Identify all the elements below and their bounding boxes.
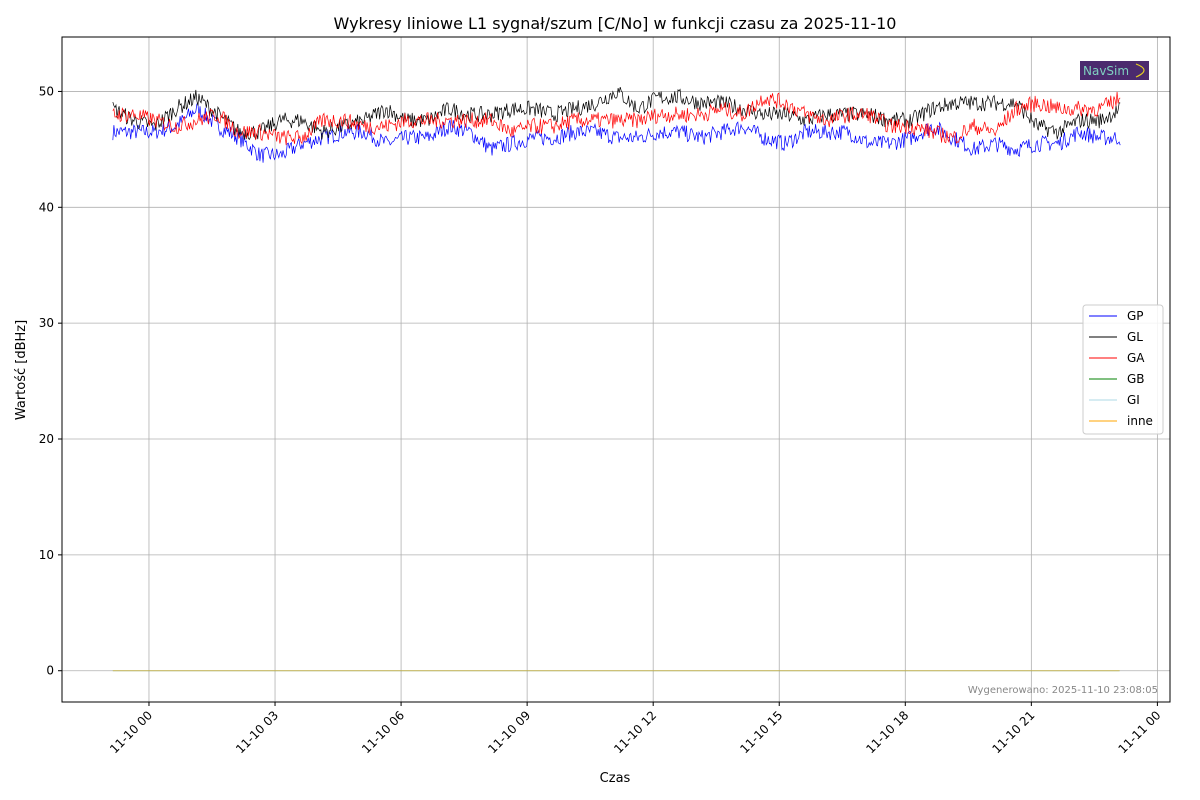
y-tick-label: 40 xyxy=(39,200,54,214)
series-line-gl xyxy=(112,87,1121,141)
x-tick-label: 11-10 06 xyxy=(359,708,407,756)
legend-label-gi: GI xyxy=(1127,393,1140,407)
y-axis-label: Wartość [dBHz] xyxy=(14,320,29,420)
legend-label-gp: GP xyxy=(1127,309,1144,323)
legend-label-ga: GA xyxy=(1127,351,1145,365)
plot-frame xyxy=(61,36,1171,703)
y-tick-label: 10 xyxy=(39,548,54,562)
x-tick-label: 11-10 09 xyxy=(485,708,533,756)
x-axis-label: Czas xyxy=(600,771,631,786)
x-tick-label: 11-10 00 xyxy=(107,708,155,756)
ticks: 0 10 20 30 40 50 11-10 00 11-10 03 11-10 06 11-10… xyxy=(39,84,1164,756)
legend-label-inne: inne xyxy=(1127,414,1153,428)
legend-label-gb: GB xyxy=(1127,372,1145,386)
navsim-logo: NavSim xyxy=(1080,61,1149,80)
x-tick-label: 11-10 18 xyxy=(863,708,911,756)
x-tick-label: 11-10 03 xyxy=(233,708,281,756)
series-lines xyxy=(112,87,1121,672)
legend-label-gl: GL xyxy=(1127,330,1143,344)
chart-title: Wykresy liniowe L1 sygnał/szum [C/No] w … xyxy=(334,14,897,33)
grid xyxy=(62,37,1170,702)
y-tick-label: 50 xyxy=(39,84,54,98)
x-tick-label: 11-10 15 xyxy=(737,708,785,756)
x-tick-label: 11-10 21 xyxy=(989,708,1037,756)
x-tick-label: 11-11 00 xyxy=(1115,708,1163,756)
legend: GP GL GA GB GI inne xyxy=(1082,304,1164,435)
generated-annotation: Wygenerowano: 2025-11-10 23:08:05 xyxy=(968,685,1158,696)
svg-text:NavSim: NavSim xyxy=(1083,64,1129,78)
y-tick-label: 30 xyxy=(39,316,54,330)
y-tick-label: 20 xyxy=(39,432,54,446)
series-line-ga xyxy=(112,91,1121,146)
y-tick-label: 0 xyxy=(46,664,54,678)
series-line-gp xyxy=(112,103,1121,163)
x-tick-label: 11-10 12 xyxy=(611,708,659,756)
